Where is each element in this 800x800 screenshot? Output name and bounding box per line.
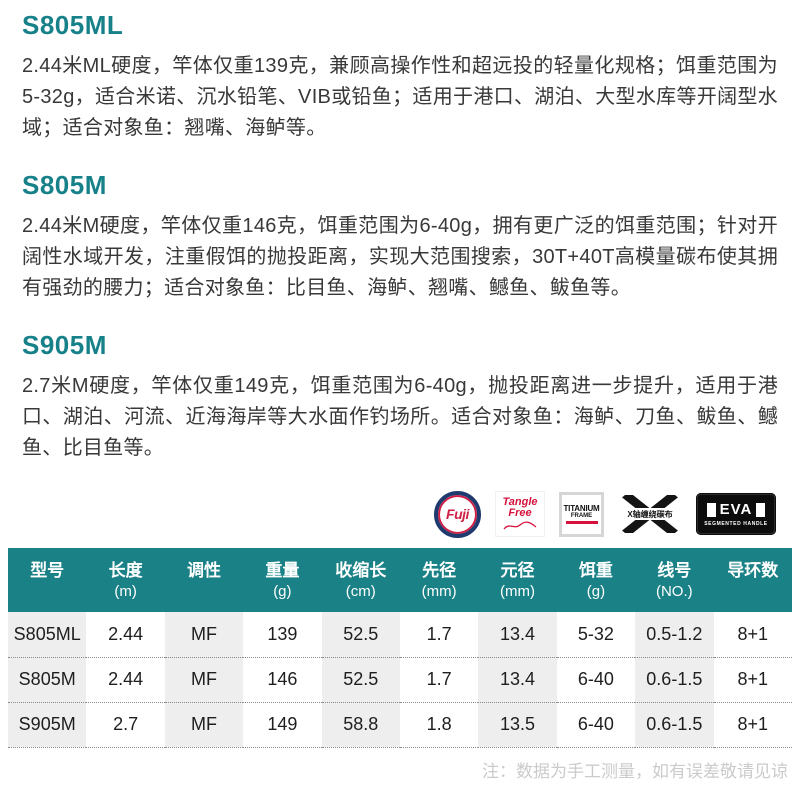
eva-right-block — [756, 502, 766, 517]
spec-cell: S805ML — [8, 612, 87, 658]
model-heading: S805ML — [22, 10, 124, 40]
model-description: 2.44米ML硬度，竿体仅重139克，兼顾高操作性和超远投的轻量化规格；饵重范围… — [22, 55, 778, 139]
spec-cell: 2.44 — [86, 657, 165, 703]
spec-table-header-row: 型号 长度 (m) 调性 重量 (g) 收缩长 (cm) 先径 (mm) 元径 (mm) 饵重 (g)… — [8, 548, 792, 612]
spec-table-container: 型号 长度 (m) 调性 重量 (g) 收缩长 (cm) 先径 (mm) 元径 (mm) 饵重 (g)… — [8, 548, 792, 748]
spec-column-header-7: 饵重 (g) — [556, 548, 636, 612]
spec-cell: 52.5 — [321, 657, 400, 703]
spec-cell: MF — [164, 657, 244, 703]
fuji-logo-label: Fuji — [446, 506, 469, 522]
eva-label: EVA — [719, 501, 753, 518]
spec-cell: 13.4 — [478, 657, 557, 703]
fuji-logo-icon: Fuji — [434, 490, 481, 538]
titanium-frame-logo-icon: TITANIUM FRAME — [559, 491, 604, 537]
titanium-frame-line2: FRAME — [570, 513, 593, 519]
spec-cell: 58.8 — [321, 702, 400, 748]
section-s805ml: S805ML 2.44米ML硬度，竿体仅重139克，兼顾高操作性和超远投的轻量化… — [0, 8, 800, 144]
spec-cell: 8+1 — [713, 612, 792, 658]
model-description: 2.7米M硬度，竿体仅重149克，饵重范围为6-40g，抛投距离进一步提升，适用… — [22, 375, 778, 459]
spec-cell: 2.44 — [86, 612, 165, 658]
spec-row-S805ML: S805ML 2.44 MF 139 52.5 1.7 13.4 5-32 0.5-1.2 8+1 — [8, 612, 792, 658]
spec-column-header-9: 导环数 — [713, 548, 792, 612]
x-wrap-graphic: X轴缠绕碳布 — [618, 495, 682, 533]
spec-cell: 139 — [243, 612, 322, 658]
spec-cell: 149 — [243, 702, 322, 748]
tangle-free-signature-icon — [503, 521, 537, 530]
spec-cell: 2.7 — [86, 702, 165, 748]
spec-cell: S805M — [8, 657, 87, 703]
spec-column-header-0: 型号 — [8, 548, 87, 612]
spec-column-header-5: 先径 (mm) — [399, 548, 479, 612]
spec-column-header-8: 线号 (NO.) — [635, 548, 714, 612]
spec-cell: 5-32 — [556, 612, 636, 658]
x-wrap-logo-icon: X轴缠绕碳布 — [618, 494, 682, 534]
tangle-free-line1: Tangle — [502, 496, 538, 508]
model-heading: S905M — [22, 330, 107, 360]
tangle-free-logo-icon: Tangle Free — [495, 491, 545, 537]
eva-row: EVA — [706, 501, 766, 518]
spec-cell: 1.7 — [399, 612, 479, 658]
spec-cell: 0.5-1.2 — [635, 612, 714, 658]
spec-column-header-4: 收缩长 (cm) — [321, 548, 400, 612]
eva-left-block — [706, 502, 716, 517]
spec-cell: 8+1 — [713, 657, 792, 703]
spec-cell: 13.5 — [478, 702, 557, 748]
spec-table: 型号 长度 (m) 调性 重量 (g) 收缩长 (cm) 先径 (mm) 元径 (mm) 饵重 (g)… — [8, 548, 792, 748]
eva-handle-logo-icon: EVA SEGMENTED HANDLE — [696, 493, 776, 535]
spec-cell: 0.6-1.5 — [635, 702, 714, 748]
spec-cell: MF — [164, 612, 244, 658]
model-heading: S805M — [22, 170, 107, 200]
model-description: 2.44米M硬度，竿体仅重146克，饵重范围为6-40g，拥有更广泛的饵重范围；… — [22, 215, 778, 299]
spec-cell: 8+1 — [713, 702, 792, 748]
spec-column-header-6: 元径 (mm) — [478, 548, 557, 612]
section-s805m: S805M 2.44米M硬度，竿体仅重146克，饵重范围为6-40g，拥有更广泛… — [0, 168, 800, 304]
spec-cell: 146 — [243, 657, 322, 703]
spec-column-header-1: 长度 (m) — [86, 548, 165, 612]
spec-cell: 1.8 — [399, 702, 479, 748]
eva-sublabel: SEGMENTED HANDLE — [704, 521, 768, 527]
spec-cell: 0.6-1.5 — [635, 657, 714, 703]
x-wrap-label: X轴缠绕碳布 — [627, 509, 672, 519]
section-s905m: S905M 2.7米M硬度，竿体仅重149克，饵重范围为6-40g，抛投距离进一… — [0, 328, 800, 464]
spec-cell: 1.7 — [399, 657, 479, 703]
spec-cell: 13.4 — [478, 612, 557, 658]
spec-cell: 52.5 — [321, 612, 400, 658]
spec-row-S805M: S805M 2.44 MF 146 52.5 1.7 13.4 6-40 0.6-1.5 8+1 — [8, 657, 792, 703]
spec-row-S905M: S905M 2.7 MF 149 58.8 1.8 13.5 6-40 0.6-1.5 8+1 — [8, 702, 792, 748]
spec-cell: MF — [164, 702, 244, 748]
spec-column-header-3: 重量 (g) — [243, 548, 322, 612]
spec-column-header-2: 调性 — [164, 548, 244, 612]
spec-cell: 6-40 — [556, 657, 636, 703]
feature-badges-row: Fuji Tangle Free TITANIUM FRAME X轴缠绕碳布 — [0, 490, 800, 538]
titanium-red-bar — [565, 521, 598, 524]
tangle-free-line2: Free — [508, 507, 532, 519]
titanium-frame-line1: TITANIUM — [563, 504, 600, 513]
measurement-disclaimer: 注：数据为手工测量，如有误差敬请见谅 — [482, 761, 788, 781]
spec-cell: S905M — [8, 702, 87, 748]
spec-cell: 6-40 — [556, 702, 636, 748]
